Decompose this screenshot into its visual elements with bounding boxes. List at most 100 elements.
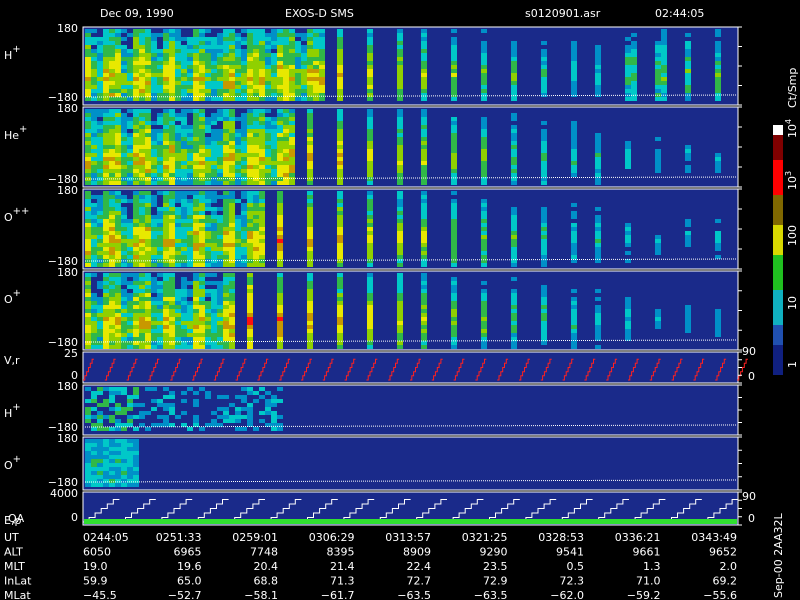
spectrum-cell [277, 219, 283, 223]
spectrum-cell [289, 165, 295, 169]
spectrum-cell [217, 145, 223, 149]
spectrum-cell [175, 169, 181, 173]
spectrum-cell [571, 169, 577, 173]
spectrum-cell [199, 333, 205, 337]
spectrum-cell [187, 227, 193, 231]
spectrum-cell [253, 255, 259, 259]
spectrum-cell [199, 231, 205, 235]
spectrum-cell [421, 125, 427, 129]
spectrum-cell [451, 251, 457, 255]
spectrum-cell [85, 415, 91, 419]
spectrum-cell [511, 235, 517, 239]
spectrum-cell [133, 49, 139, 53]
spectrum-cell [163, 77, 169, 81]
spectrum-cell [289, 125, 295, 129]
spectrum-cell [541, 57, 547, 61]
spectrum-cell [247, 305, 253, 309]
spectrum-cell [109, 173, 115, 177]
spectrum-cell [205, 195, 211, 199]
spectrum-cell [85, 399, 91, 403]
spectrum-cell [109, 89, 115, 93]
spectrum-cell [511, 293, 517, 297]
spectrum-cell [205, 137, 211, 141]
spectrum-cell [121, 407, 127, 411]
spectrum-cell [661, 53, 667, 57]
spectrum-cell [481, 259, 487, 263]
spectrum-cell [241, 85, 247, 89]
spectrum-cell [625, 313, 631, 317]
spectrum-cell [541, 235, 547, 239]
spectrum-cell [481, 333, 487, 337]
spectrum-cell [97, 471, 103, 475]
spectrum-cell [139, 263, 145, 267]
spectrum-cell [151, 41, 157, 45]
spectrum-cell [571, 121, 577, 125]
spectrum-cell [127, 109, 133, 113]
baseline-dots [84, 94, 737, 98]
spectrum-cell [193, 321, 199, 325]
spectrum-cell [91, 85, 97, 89]
spectrum-cell [265, 73, 271, 77]
spectrum-cell [451, 177, 457, 181]
spectrum-cell [199, 161, 205, 165]
spectrum-cell [157, 227, 163, 231]
spectrum-cell [397, 313, 403, 317]
spectrum-cell [151, 301, 157, 305]
spectrum-cell [211, 313, 217, 317]
spectrum-cell [229, 227, 235, 231]
spectrum-cell [211, 141, 217, 145]
spectrum-cell [241, 407, 247, 411]
spectrum-cell [127, 451, 133, 455]
spectrum-cell [241, 149, 247, 153]
spectrum-cell [511, 207, 517, 211]
label-text: H [4, 407, 12, 420]
spectrum-cell [85, 285, 91, 289]
spectrum-cell [259, 223, 265, 227]
spectrum-cell [91, 321, 97, 325]
spectrum-cell [163, 149, 169, 153]
spectrum-cell [223, 227, 229, 231]
spectrum-cell [229, 273, 235, 277]
spectrum-cell [397, 341, 403, 345]
spectrum-cell [259, 41, 265, 45]
spectrum-cell [277, 73, 283, 77]
spectrum-cell [85, 455, 91, 459]
label-sup: + [13, 454, 21, 465]
spectrum-cell [199, 281, 205, 285]
spectrum-cell [109, 321, 115, 325]
spectrum-cell [133, 263, 139, 267]
spectrum-cell [97, 301, 103, 305]
panel-plot [82, 384, 739, 436]
spectrum-cell [301, 85, 307, 89]
spectrum-cell [151, 77, 157, 81]
spectrum-cell [187, 247, 193, 251]
spectrum-cell [307, 297, 313, 301]
spectrum-cell [193, 145, 199, 149]
spectrum-cell [253, 33, 259, 37]
spectrum-cell [127, 305, 133, 309]
spectrum-cell [685, 243, 691, 247]
spectrum-cell [277, 223, 283, 227]
spectrum-cell [253, 191, 259, 195]
spectrum-cell [85, 45, 91, 49]
y-top-label: 4000 [50, 487, 78, 500]
spectrum-cell [481, 85, 487, 89]
spectrum-cell [139, 251, 145, 255]
spectrum-cell [313, 85, 319, 89]
spectrum-cell [289, 133, 295, 137]
title-instrument: EXOS-D SMS [285, 7, 354, 20]
spectrum-cell [97, 251, 103, 255]
spectrum-cell [247, 263, 253, 267]
spectrum-cell [511, 239, 517, 243]
spectrum-cell [217, 33, 223, 37]
spectrum-cell [205, 129, 211, 133]
table-cell: 9661 [633, 546, 661, 559]
spectrum-cell [337, 161, 343, 165]
spectrum-cell [481, 29, 487, 33]
spectrum-cell [397, 69, 403, 73]
spectrum-cell [337, 165, 343, 169]
spectrum-cell [121, 181, 127, 185]
spectrum-cell [211, 341, 217, 345]
spectrum-cell [97, 297, 103, 301]
spectrum-cell [271, 77, 277, 81]
